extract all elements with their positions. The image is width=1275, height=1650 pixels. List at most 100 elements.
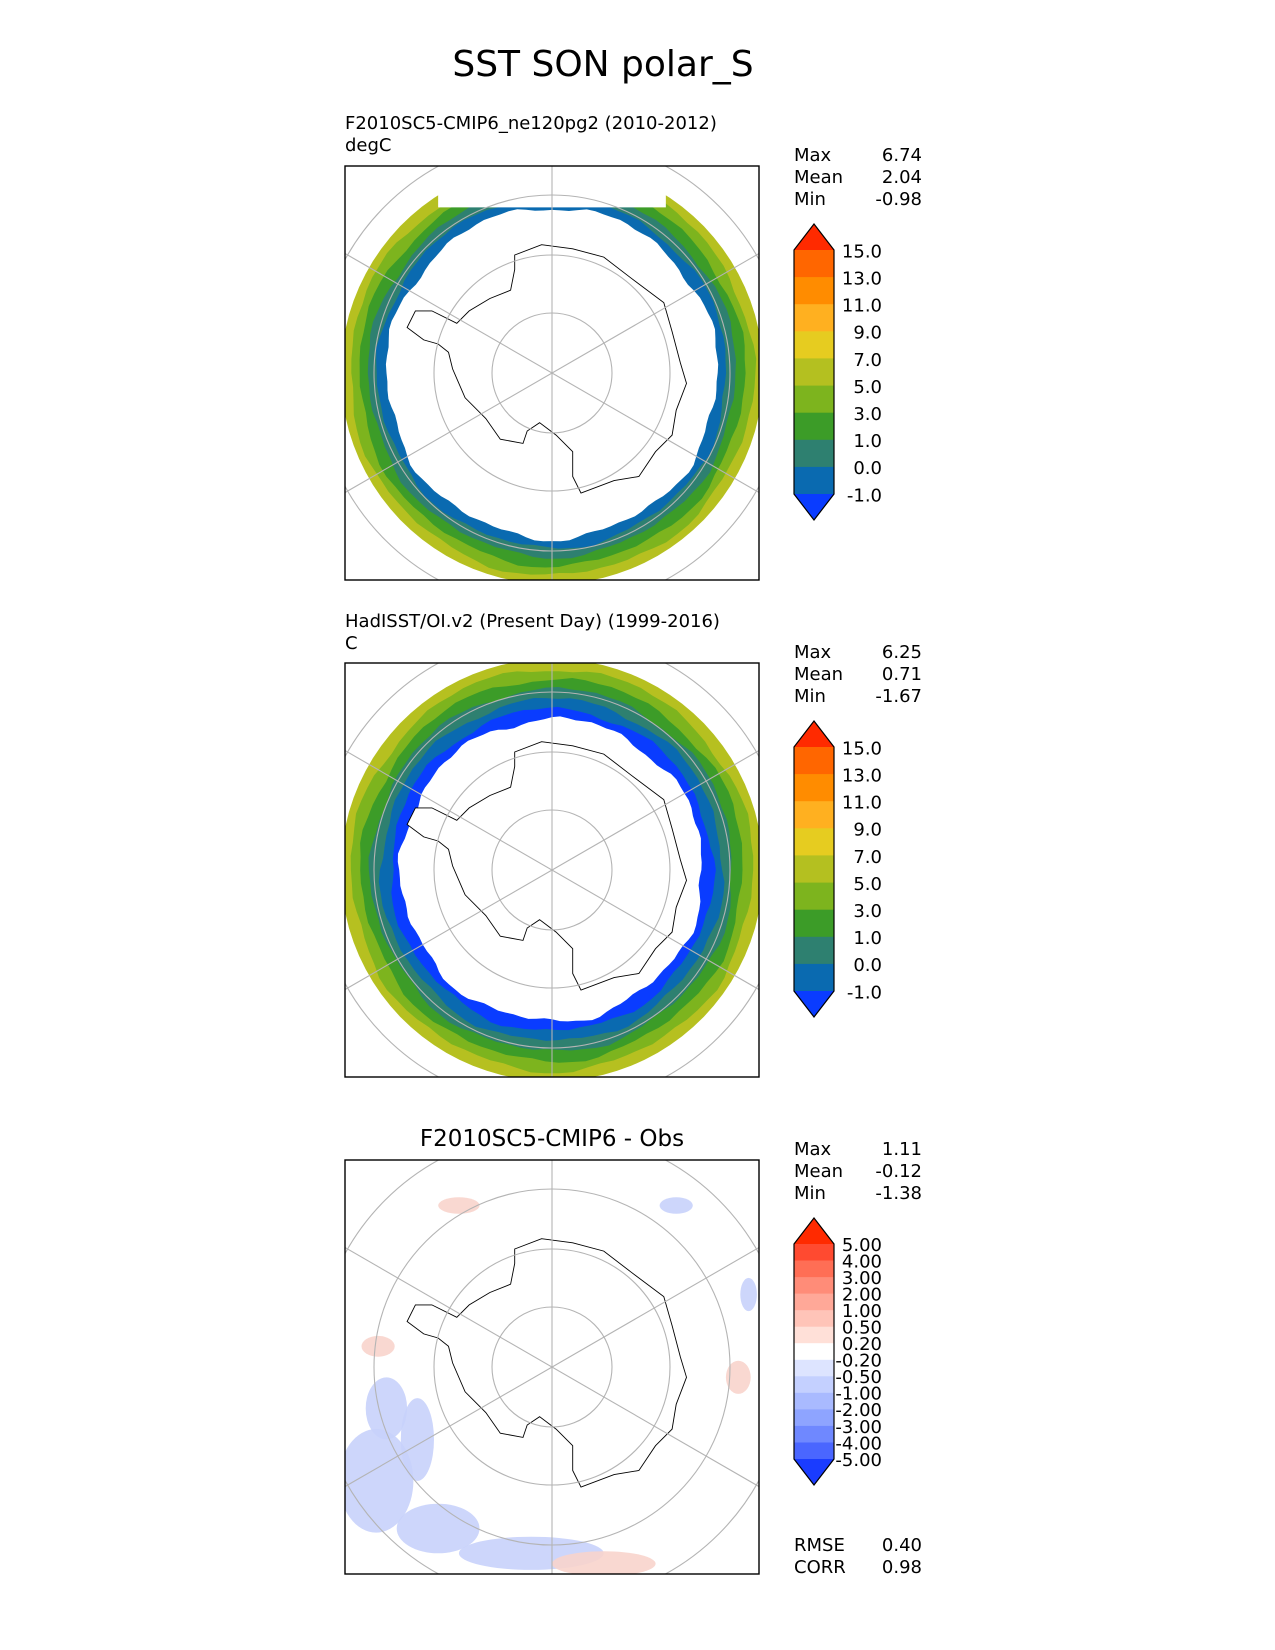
- panel-model-title: F2010SC5-CMIP6_ne120pg2 (2010-2012): [345, 113, 717, 134]
- colorbar-segment: [794, 331, 834, 359]
- colorbar-extend-max: [794, 224, 834, 250]
- map-area: [345, 166, 759, 580]
- panel-model: F2010SC5-CMIP6_ne120pg2 (2010-2012) degC…: [344, 113, 922, 581]
- panel-diff-title: F2010SC5-CMIP6 - Obs: [420, 1126, 684, 1152]
- colorbar-segment: [794, 385, 834, 414]
- stat-mean-label: Mean: [794, 1161, 843, 1182]
- diff-patch: [725, 1360, 751, 1394]
- colorbar-tick-label: -1.0: [847, 485, 882, 506]
- colorbar-tick-label: 0.50: [842, 1318, 882, 1339]
- colorbar-segment: [794, 1359, 834, 1377]
- colorbar-segment: [794, 1260, 834, 1278]
- stat-max-value: 6.74: [882, 145, 922, 166]
- diff-patch: [552, 1551, 656, 1574]
- colorbar-tick-label: 1.0: [853, 431, 882, 452]
- colorbar-segment: [794, 1244, 834, 1262]
- colorbar: 15.0 13.0 11.0 9.0 7.0 5.0 3.0 1.0 0.0 -1.0: [793, 720, 882, 1018]
- stat-mean-value: 2.04: [882, 167, 922, 188]
- colorbar-tick-label: -0.20: [835, 1351, 882, 1372]
- antarctica-coastline: [406, 741, 687, 991]
- map-area: [345, 663, 759, 1077]
- colorbar-outline: [793, 1217, 835, 1486]
- colorbar-tick-label: 2.00: [842, 1284, 882, 1305]
- colorbar: 5.004.003.002.001.000.500.20-0.20-0.50-1…: [793, 1217, 882, 1486]
- colorbar-segment: [794, 909, 834, 938]
- colorbar-tick-label: 0.0: [853, 458, 882, 479]
- colorbar-tick-label: 3.0: [853, 901, 882, 922]
- colorbar-extend-min: [794, 1459, 834, 1485]
- colorbar-tick-label: 1.0: [853, 928, 882, 949]
- stat-max-label: Max: [794, 145, 832, 166]
- colorbar-segment: [794, 747, 834, 775]
- colorbar-tick-label: 5.0: [853, 377, 882, 398]
- colorbar-tick-label: 1.00: [842, 1301, 882, 1322]
- meridian-line: [345, 252, 759, 494]
- colorbar-tick-label: 4.00: [842, 1251, 882, 1272]
- colorbar-segment: [794, 358, 834, 387]
- corr-label: CORR: [794, 1557, 846, 1578]
- map-frame: [344, 1159, 760, 1575]
- colorbar-segment: [794, 963, 834, 992]
- colorbar-extend-min: [794, 991, 834, 1017]
- colorbar-segment: [794, 1343, 834, 1361]
- colorbar-segment: [794, 277, 834, 305]
- diff-patch: [438, 1197, 480, 1214]
- stat-min-label: Min: [794, 686, 826, 707]
- colorbar-segment: [794, 250, 834, 278]
- colorbar-segment: [794, 1376, 834, 1394]
- colorbar-segment: [794, 1293, 834, 1311]
- colorbar-tick-label: -1.0: [847, 982, 882, 1003]
- colorbar-tick-label: 11.0: [842, 793, 882, 814]
- colorbar-segment: [794, 1392, 834, 1410]
- map-frame: [344, 165, 760, 581]
- panel-obs: HadISST/OI.v2 (Present Day) (1999-2016) …: [344, 611, 922, 1078]
- colorbar-extend-max: [794, 721, 834, 747]
- colorbar-tick-label: -2.00: [835, 1400, 882, 1421]
- colorbar-tick-label: 5.0: [853, 874, 882, 895]
- stat-min-value: -1.67: [875, 686, 922, 707]
- colorbar-tick-label: 13.0: [842, 766, 882, 787]
- colorbar-segment: [794, 1409, 834, 1427]
- colorbar-tick-label: 13.0: [842, 269, 882, 290]
- colorbar-segment: [794, 1310, 834, 1328]
- panel-obs-title: HadISST/OI.v2 (Present Day) (1999-2016): [345, 611, 720, 632]
- colorbar-segment: [794, 828, 834, 856]
- colorbar-extend-max: [794, 1218, 834, 1244]
- colorbar-segment: [794, 774, 834, 802]
- map-frame: [344, 662, 760, 1078]
- colorbar-segment: [794, 412, 834, 441]
- colorbar-tick-label: 7.0: [853, 350, 882, 371]
- colorbar-tick-label: 0.20: [842, 1334, 882, 1355]
- diff-patch: [361, 1335, 395, 1357]
- diff-patch: [400, 1398, 434, 1481]
- stat-max-label: Max: [794, 1139, 832, 1160]
- colorbar-tick-label: -5.00: [835, 1450, 882, 1471]
- stat-mean-label: Mean: [794, 664, 843, 685]
- rmse-label: RMSE: [794, 1535, 845, 1556]
- diff-patch: [659, 1197, 693, 1214]
- colorbar-segment: [794, 855, 834, 884]
- meridian-line: [345, 1246, 759, 1488]
- colorbar-segment: [794, 1442, 834, 1460]
- colorbar-tick-label: -0.50: [835, 1367, 882, 1388]
- colorbar-tick-label: -3.00: [835, 1417, 882, 1438]
- stat-min-value: -1.38: [875, 1183, 922, 1204]
- stat-max-value: 1.11: [882, 1139, 922, 1160]
- stat-mean-value: -0.12: [875, 1161, 922, 1182]
- stat-min-label: Min: [794, 189, 826, 210]
- colorbar-tick-label: 15.0: [842, 738, 882, 759]
- colorbar-tick-label: 3.00: [842, 1268, 882, 1289]
- colorbar-segment: [794, 1277, 834, 1295]
- colorbar-tick-label: 3.0: [853, 404, 882, 425]
- colorbar-segment: [794, 1425, 834, 1443]
- diff-patch: [740, 1277, 757, 1312]
- stat-max-value: 6.25: [882, 642, 922, 663]
- colorbar-tick-label: 11.0: [842, 296, 882, 317]
- colorbar-outline: [793, 223, 835, 521]
- rmse-value: 0.40: [882, 1535, 922, 1556]
- colorbar-segment: [794, 882, 834, 911]
- colorbar-segment: [794, 466, 834, 495]
- meridian-line: [345, 749, 759, 991]
- figure-title: SST SON polar_S: [452, 44, 753, 85]
